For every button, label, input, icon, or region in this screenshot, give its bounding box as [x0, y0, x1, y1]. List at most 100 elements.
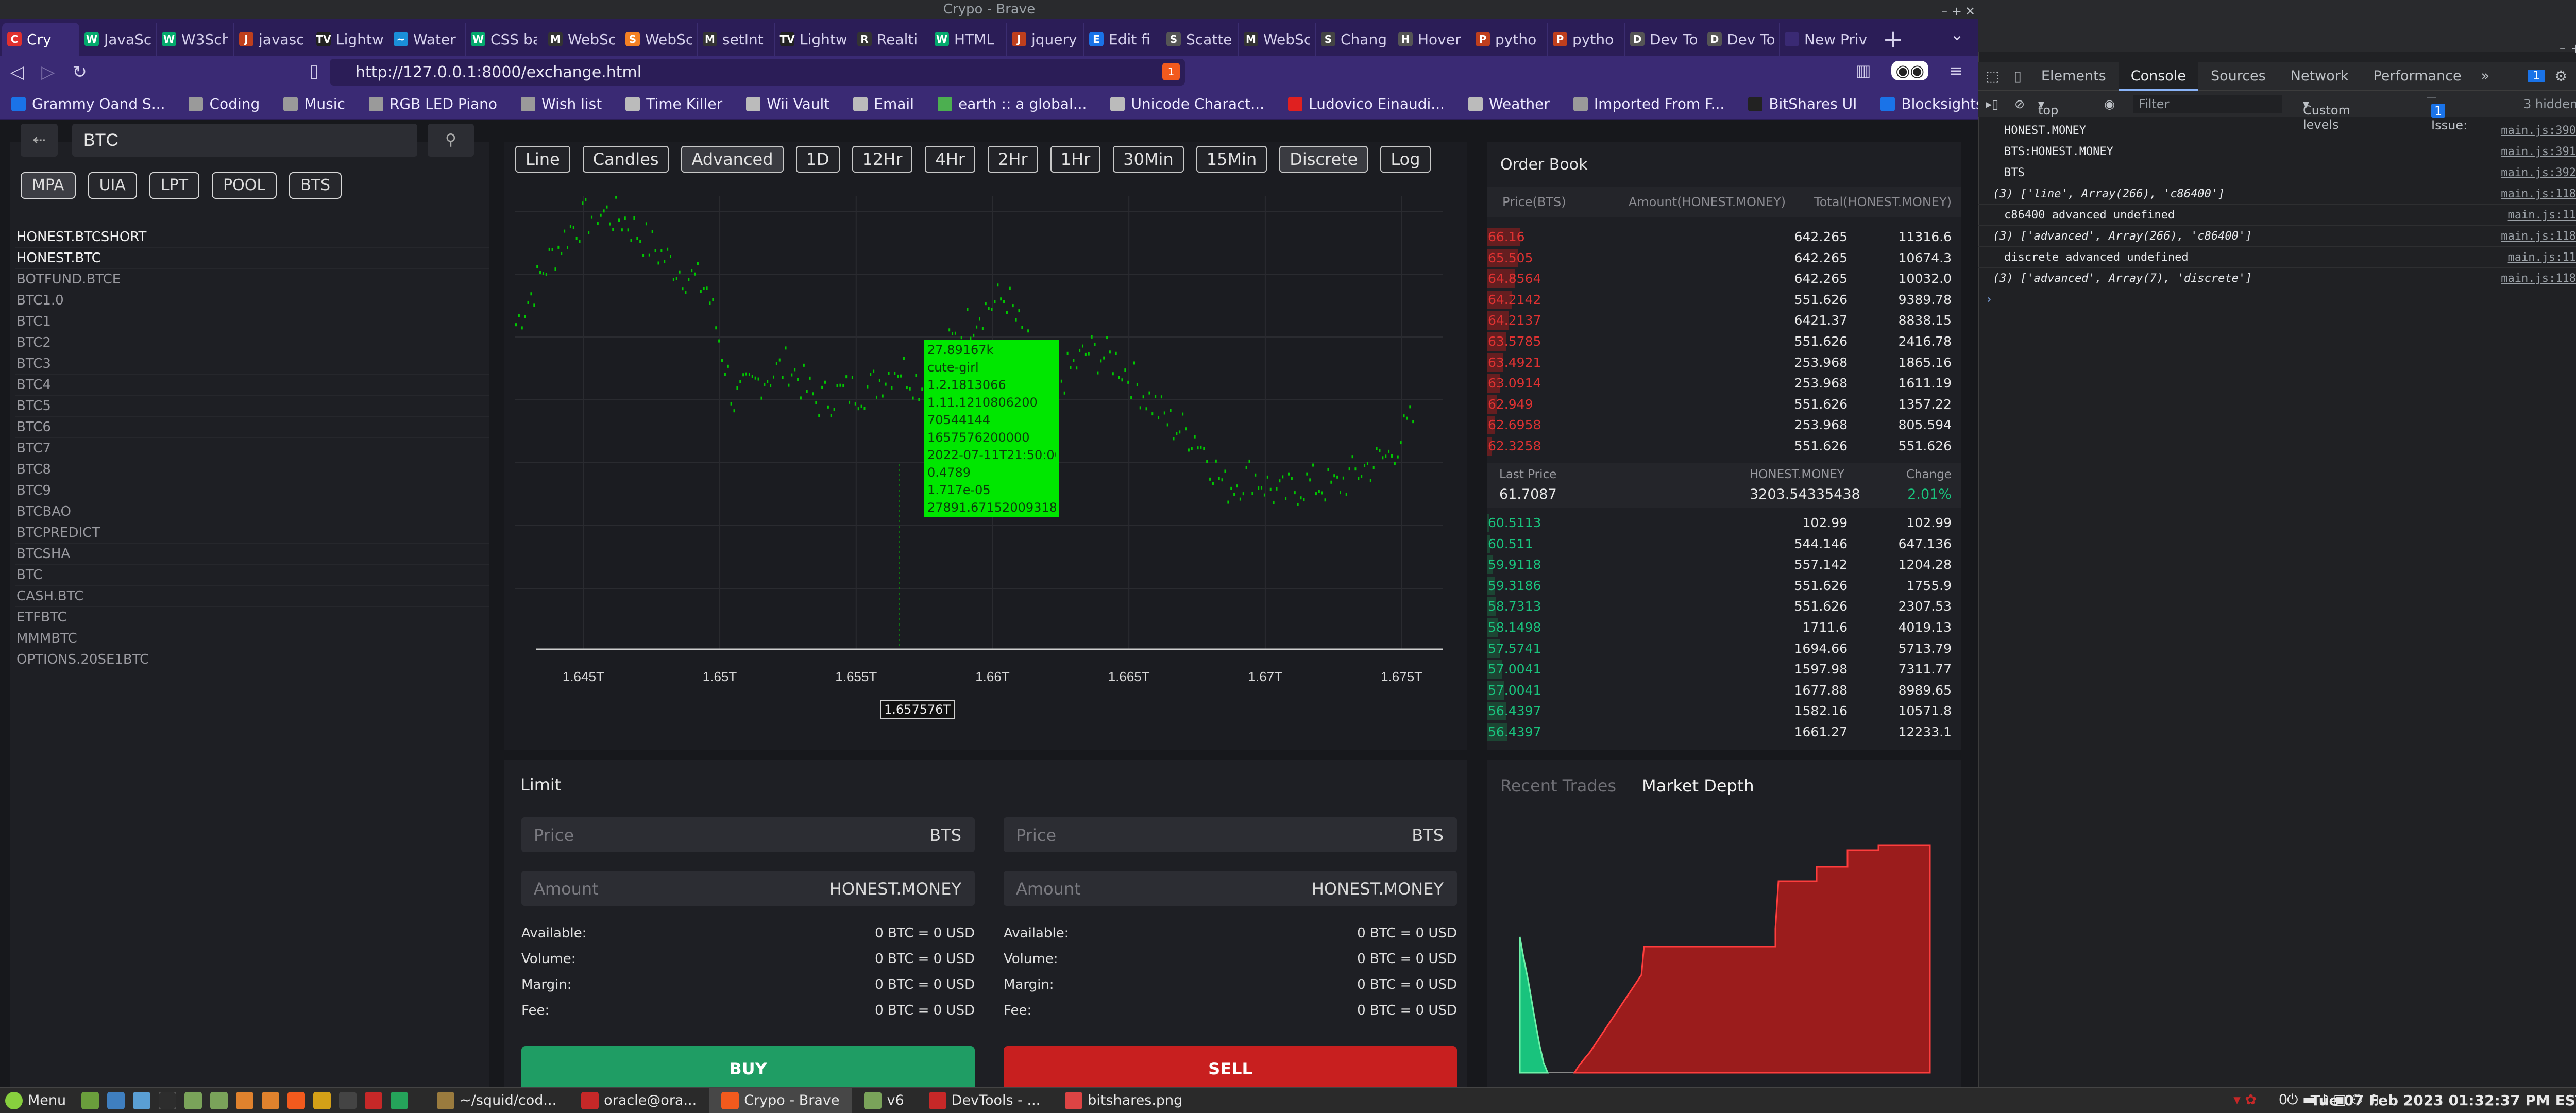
launcher-icon[interactable] — [236, 1091, 254, 1109]
inspect-icon[interactable]: ⬚ — [1986, 68, 1999, 85]
clock[interactable]: Tue 07 Feb 2023 01:32:37 PM EST — [2310, 1092, 2576, 1109]
browser-tab[interactable]: ~ Water — [388, 23, 466, 56]
bookmark-item[interactable]: Imported From F... — [1573, 95, 1724, 112]
ask-row[interactable]: 62.3258 551.626 551.626 — [1487, 436, 1961, 457]
live-expression-eye-icon[interactable]: ◉ — [2104, 97, 2115, 111]
console-source-link[interactable]: main.js:118 — [2501, 272, 2576, 285]
devtools-tab-elements[interactable]: Elements — [2041, 68, 2106, 84]
bookmark-icon[interactable]: ▯ — [309, 61, 319, 81]
browser-tab[interactable]: S Scatte — [1161, 23, 1239, 56]
sidebar-icon[interactable]: ▥ — [1855, 61, 1871, 80]
close-icon[interactable]: ✕ — [1964, 4, 1975, 19]
console-message[interactable]: HONEST.MONEY main.js:390 — [1978, 121, 2576, 141]
console-message[interactable]: (3) ['line', Array(266), 'c86400'] main.j… — [1978, 184, 2576, 205]
symbol-list-item[interactable]: HONEST.BTCSHORT — [15, 227, 489, 248]
ask-row[interactable]: 66.16 642.265 11316.6 — [1487, 227, 1961, 247]
console-message[interactable]: (3) ['advanced', Array(266), 'c86400'] ma… — [1978, 226, 2576, 247]
bid-row[interactable]: 56.4397 1582.16 10571.8 — [1487, 701, 1961, 721]
launcher-icon[interactable] — [133, 1091, 151, 1109]
launcher-icon[interactable] — [262, 1091, 280, 1109]
console-filter-input[interactable]: Filter — [2133, 95, 2282, 113]
forward-arrow-icon[interactable]: ▷ — [41, 62, 55, 82]
chart-discrete-button[interactable]: Discrete — [1279, 146, 1368, 173]
symbol-list-item[interactable]: BTCBAO — [15, 501, 489, 522]
sidebar-toggle-icon[interactable]: ▸▯ — [1986, 97, 1999, 111]
browser-tab[interactable]: TV Lightw — [775, 23, 852, 56]
bid-row[interactable]: 59.3186 551.626 1755.9 — [1487, 576, 1961, 596]
minimize-icon[interactable]: – — [1941, 4, 1947, 19]
tab-recent-trades[interactable]: Recent Trades — [1500, 776, 1617, 796]
launcher-icon[interactable] — [107, 1091, 125, 1109]
console-message[interactable]: c86400 advanced undefined main.js:11 — [1978, 205, 2576, 226]
taskbar-window-button[interactable]: DevTools - ... — [917, 1088, 1053, 1113]
console-message[interactable]: BTS main.js:392 — [1978, 163, 2576, 183]
bid-row[interactable]: 58.1498 1711.6 4019.13 — [1487, 617, 1961, 638]
bid-row[interactable]: 57.0041 1677.88 8989.65 — [1487, 680, 1961, 701]
search-button[interactable]: ⚲ — [428, 124, 474, 157]
ask-row[interactable]: 63.0914 253.968 1611.19 — [1487, 373, 1961, 394]
ask-row[interactable]: 63.5785 551.626 2416.78 — [1487, 331, 1961, 352]
symbol-list-item[interactable]: BTC1.0 — [15, 290, 489, 311]
console-source-link[interactable]: main.js:391 — [2501, 145, 2576, 158]
bid-row[interactable]: 56.4397 1661.27 12233.1 — [1487, 722, 1961, 743]
ask-row[interactable]: 63.4921 253.968 1865.16 — [1487, 352, 1961, 373]
chart-1d-button[interactable]: 1D — [795, 146, 840, 173]
browser-tab[interactable]: W JavaSc — [79, 23, 157, 56]
taskbar-window-button[interactable]: Crypo - Brave — [709, 1087, 852, 1113]
symbol-list-item[interactable]: BTC5 — [15, 396, 489, 417]
browser-tab[interactable]: D Dev To — [1702, 23, 1780, 56]
settings-gear-icon[interactable]: ⚙ — [2554, 68, 2568, 85]
buy-button[interactable]: BUY — [521, 1046, 975, 1087]
buy-amount-input[interactable]: Amount HONEST.MONEY — [521, 871, 975, 906]
symbol-list-item[interactable]: BTC2 — [15, 332, 489, 353]
taskbar-window-button[interactable]: bitshares.png — [1053, 1088, 1195, 1113]
menu-icon[interactable]: ≡ — [1949, 61, 1963, 80]
sell-amount-input[interactable]: Amount HONEST.MONEY — [1004, 871, 1457, 906]
filter-pool-button[interactable]: POOL — [212, 172, 277, 199]
bookmark-item[interactable]: Coding — [189, 95, 260, 112]
browser-tab[interactable]: E Edit fi — [1084, 23, 1161, 56]
bookmark-item[interactable]: Grammy Oand S... — [11, 95, 165, 112]
browser-tab[interactable]: TV Lightw — [311, 23, 388, 56]
chart-line-button[interactable]: Line — [515, 146, 570, 173]
sell-price-input[interactable]: Price BTS — [1004, 817, 1457, 852]
console-source-link[interactable]: main.js:118 — [2501, 188, 2576, 200]
sell-button[interactable]: SELL — [1004, 1046, 1457, 1087]
maximize-icon[interactable]: + — [1951, 4, 1962, 19]
devtools-maximize-icon[interactable]: + — [2570, 41, 2576, 56]
clear-console-icon[interactable]: ⊘ — [2014, 97, 2025, 111]
chart-2hr-button[interactable]: 2Hr — [988, 146, 1038, 173]
private-window-icon[interactable]: ◉◉ — [1891, 61, 1929, 80]
brave-icon[interactable] — [287, 1091, 306, 1109]
bookmark-item[interactable]: Unicode Charact... — [1110, 95, 1264, 112]
buy-price-input[interactable]: Price BTS — [521, 817, 975, 852]
symbol-list-item[interactable]: BTC3 — [15, 353, 489, 375]
symbol-list-item[interactable]: BTC6 — [15, 417, 489, 438]
issues-button[interactable]: 1 Issue: 1 — [2427, 97, 2467, 132]
launcher-icon[interactable] — [365, 1091, 383, 1109]
bookmark-item[interactable]: Wish list — [521, 95, 602, 112]
devtools-tab-performance[interactable]: Performance — [2373, 68, 2462, 84]
console-message[interactable]: discrete advanced undefined main.js:11 — [1978, 247, 2576, 268]
terminal-icon[interactable] — [159, 1091, 177, 1109]
console-prompt[interactable]: › — [1978, 290, 2576, 310]
symbol-list-item[interactable]: CASH.BTC — [15, 586, 489, 607]
console-message[interactable]: BTS:HONEST.MONEY main.js:391 — [1978, 142, 2576, 162]
symbol-list-item[interactable]: OPTIONS.20SE1BTC — [15, 649, 489, 670]
launcher-icon[interactable] — [339, 1091, 357, 1109]
bookmark-item[interactable]: Music — [283, 95, 345, 112]
bid-row[interactable]: 60.5113 102.99 102.99 — [1487, 513, 1961, 533]
chart-12hr-button[interactable]: 12Hr — [852, 146, 913, 173]
bookmark-item[interactable]: Email — [853, 95, 914, 112]
console-message[interactable]: (3) ['advanced', Array(7), 'discrete'] ma… — [1978, 268, 2576, 289]
symbol-list-item[interactable]: BTC1 — [15, 311, 489, 332]
ask-row[interactable]: 64.2142 551.626 9389.78 — [1487, 290, 1961, 310]
files-icon[interactable] — [184, 1091, 202, 1109]
chart-4hr-button[interactable]: 4Hr — [925, 146, 976, 173]
taskbar-window-button[interactable]: v6 — [852, 1088, 916, 1113]
browser-tab[interactable]: M WebSc — [543, 23, 620, 56]
symbol-list-item[interactable]: HONEST.BTC — [15, 248, 489, 269]
browser-tab[interactable]: C Cry — [2, 23, 79, 56]
